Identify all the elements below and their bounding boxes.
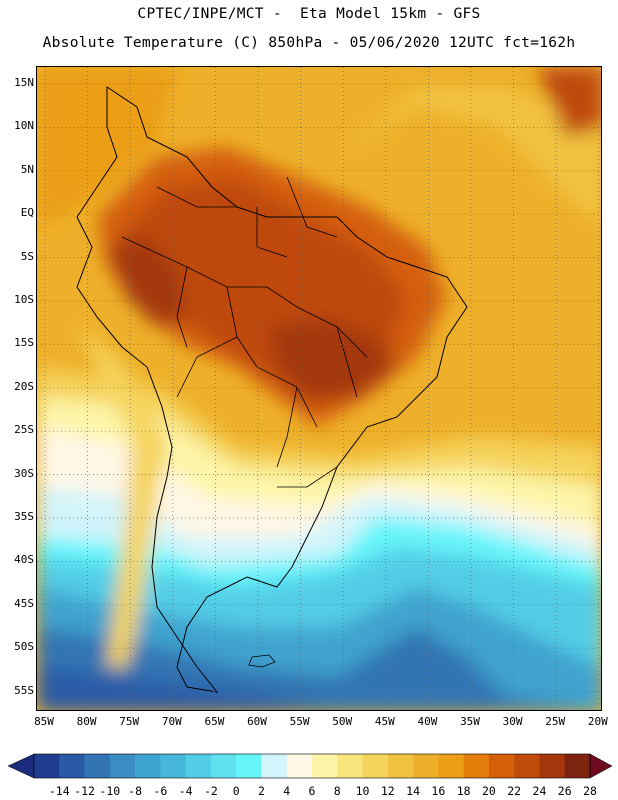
- colorbar-tick-label: 6: [308, 784, 316, 798]
- colorbar-cell: [312, 754, 338, 778]
- colorbar-tick-label: -12: [74, 784, 95, 798]
- lon-tick-label: 45W: [374, 715, 395, 728]
- colorbar-cell: [34, 754, 60, 778]
- colorbar-cell: [387, 754, 414, 778]
- colorbar-cell: [564, 754, 591, 778]
- colorbar-tick-label: 10: [355, 784, 370, 798]
- colorbar-tick-label: -14: [48, 784, 70, 798]
- temperature-map[interactable]: [36, 66, 602, 711]
- coastlines: [76, 86, 468, 693]
- colorbar-tick-label: -10: [99, 784, 121, 798]
- lon-tick-label: 70W: [161, 715, 182, 728]
- lat-tick-label: EQ: [20, 206, 34, 220]
- lon-tick-label: 30W: [502, 715, 523, 728]
- colorbar-tick-label: 14: [406, 784, 420, 798]
- lat-tick-label: 55S: [14, 683, 34, 697]
- lon-tick-label: 75W: [119, 715, 140, 728]
- colorbar-cell: [413, 754, 439, 778]
- colorbar-tick-label: 22: [507, 784, 522, 798]
- lat-tick-label: 25S: [14, 423, 34, 437]
- colorbar-low-arrow: [7, 753, 35, 779]
- colorbar-tick-label: 8: [333, 784, 341, 798]
- colorbar-cell: [59, 754, 85, 778]
- lon-tick-label: 60W: [247, 715, 267, 728]
- colorbar-tick-label: -4: [178, 784, 193, 798]
- lon-tick-label: 25W: [545, 715, 566, 728]
- falklands: [248, 654, 276, 668]
- colorbar-border: [33, 753, 591, 779]
- lat-tick-label: 50S: [14, 640, 34, 654]
- colorbar-tick-label: -6: [153, 784, 168, 798]
- colorbar-cell: [135, 754, 161, 778]
- colorbar-cell: [337, 754, 363, 778]
- colorbar-tick-label: 0: [232, 784, 240, 798]
- colorbar-cell: [236, 754, 262, 778]
- country-borders: [121, 176, 368, 488]
- colorbar-tick-label: -8: [128, 784, 142, 798]
- colorbar-cell: [488, 754, 515, 778]
- colorbar-cell: [109, 754, 136, 778]
- colorbar-cell: [160, 754, 186, 778]
- colorbar-tick-label: 18: [456, 784, 471, 798]
- chart-title-line-2: Absolute Temperature (C) 850hPa - 05/06/…: [42, 35, 576, 51]
- lon-tick-label: 55W: [289, 715, 310, 728]
- colorbar-cell: [362, 754, 389, 778]
- colorbar: [7, 753, 613, 779]
- colorbar-cell: [514, 754, 540, 778]
- colorbar-cell: [438, 754, 464, 778]
- temperature-field-svg: [37, 67, 601, 710]
- colorbar-cell: [539, 754, 566, 778]
- lon-tick-label: 85W: [34, 715, 54, 728]
- lat-tick-label: 5S: [20, 249, 34, 263]
- lat-tick-label: 45S: [14, 596, 34, 610]
- lon-tick-label: 35W: [460, 715, 480, 728]
- colorbar-tick-label: 16: [431, 784, 446, 798]
- colorbar-cell: [84, 754, 111, 778]
- colorbar-tick-label: -2: [203, 784, 218, 798]
- lat-tick-label: 5N: [20, 162, 34, 176]
- lat-tick-label: 20S: [14, 379, 34, 393]
- lat-tick-label: 10N: [14, 119, 34, 133]
- colorbar-cell: [210, 754, 237, 778]
- lon-tick-label: 40W: [417, 715, 438, 728]
- lon-tick-label: 80W: [76, 715, 97, 728]
- lat-tick-label: 10S: [14, 293, 34, 306]
- colorbar-tick-label: 12: [380, 784, 395, 798]
- colorbar-tick-label: 2: [257, 784, 265, 798]
- colorbar-tick-label: 24: [532, 784, 547, 798]
- colorbar-cell: [185, 754, 212, 778]
- lon-tick-label: 20W: [587, 715, 608, 728]
- lat-tick-label: 40S: [14, 553, 34, 567]
- colorbar-tick-label: 4: [283, 784, 291, 798]
- lon-tick-label: 50W: [332, 715, 353, 728]
- lat-tick-label: 15N: [14, 76, 34, 89]
- colorbar-high-arrow: [589, 753, 613, 779]
- lon-tick-label: 65W: [204, 715, 225, 728]
- colorbar-cell: [286, 754, 313, 778]
- chart-title-line-1: CPTEC/INPE/MCT - Eta Model 15km - GFS: [137, 6, 481, 22]
- colorbar-tick-label: 20: [481, 784, 496, 798]
- lat-tick-label: 35S: [14, 510, 34, 523]
- colorbar-cell: [463, 754, 490, 778]
- colorbar-tick-label: 28: [583, 784, 597, 798]
- lat-tick-label: 30S: [14, 466, 34, 480]
- colorbar-tick-label: 26: [557, 784, 572, 798]
- lat-tick-label: 15S: [14, 336, 34, 350]
- colorbar-cell: [261, 754, 288, 778]
